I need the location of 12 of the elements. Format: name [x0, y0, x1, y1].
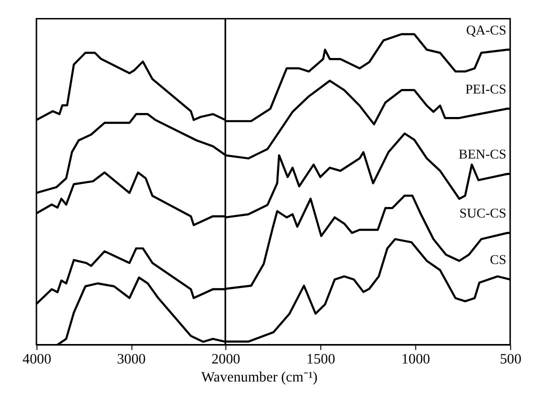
x-tick-label: 3000: [117, 351, 146, 368]
x-tick-label: 2000: [211, 351, 240, 368]
x-axis-title: Wavenumber (cm⁻¹): [201, 370, 318, 386]
x-tick-label: 4000: [22, 351, 52, 368]
series-label: QA-CS: [466, 22, 506, 38]
series-label: SUC-CS: [459, 206, 506, 221]
x-tick-label: 1500: [306, 351, 336, 368]
series-label: PEI-CS: [465, 81, 506, 96]
x-tick-label: 500: [500, 351, 522, 368]
series-label: BEN-CS: [458, 146, 506, 162]
x-tick-label: 1000: [401, 351, 430, 368]
series-label: CS: [490, 252, 506, 268]
